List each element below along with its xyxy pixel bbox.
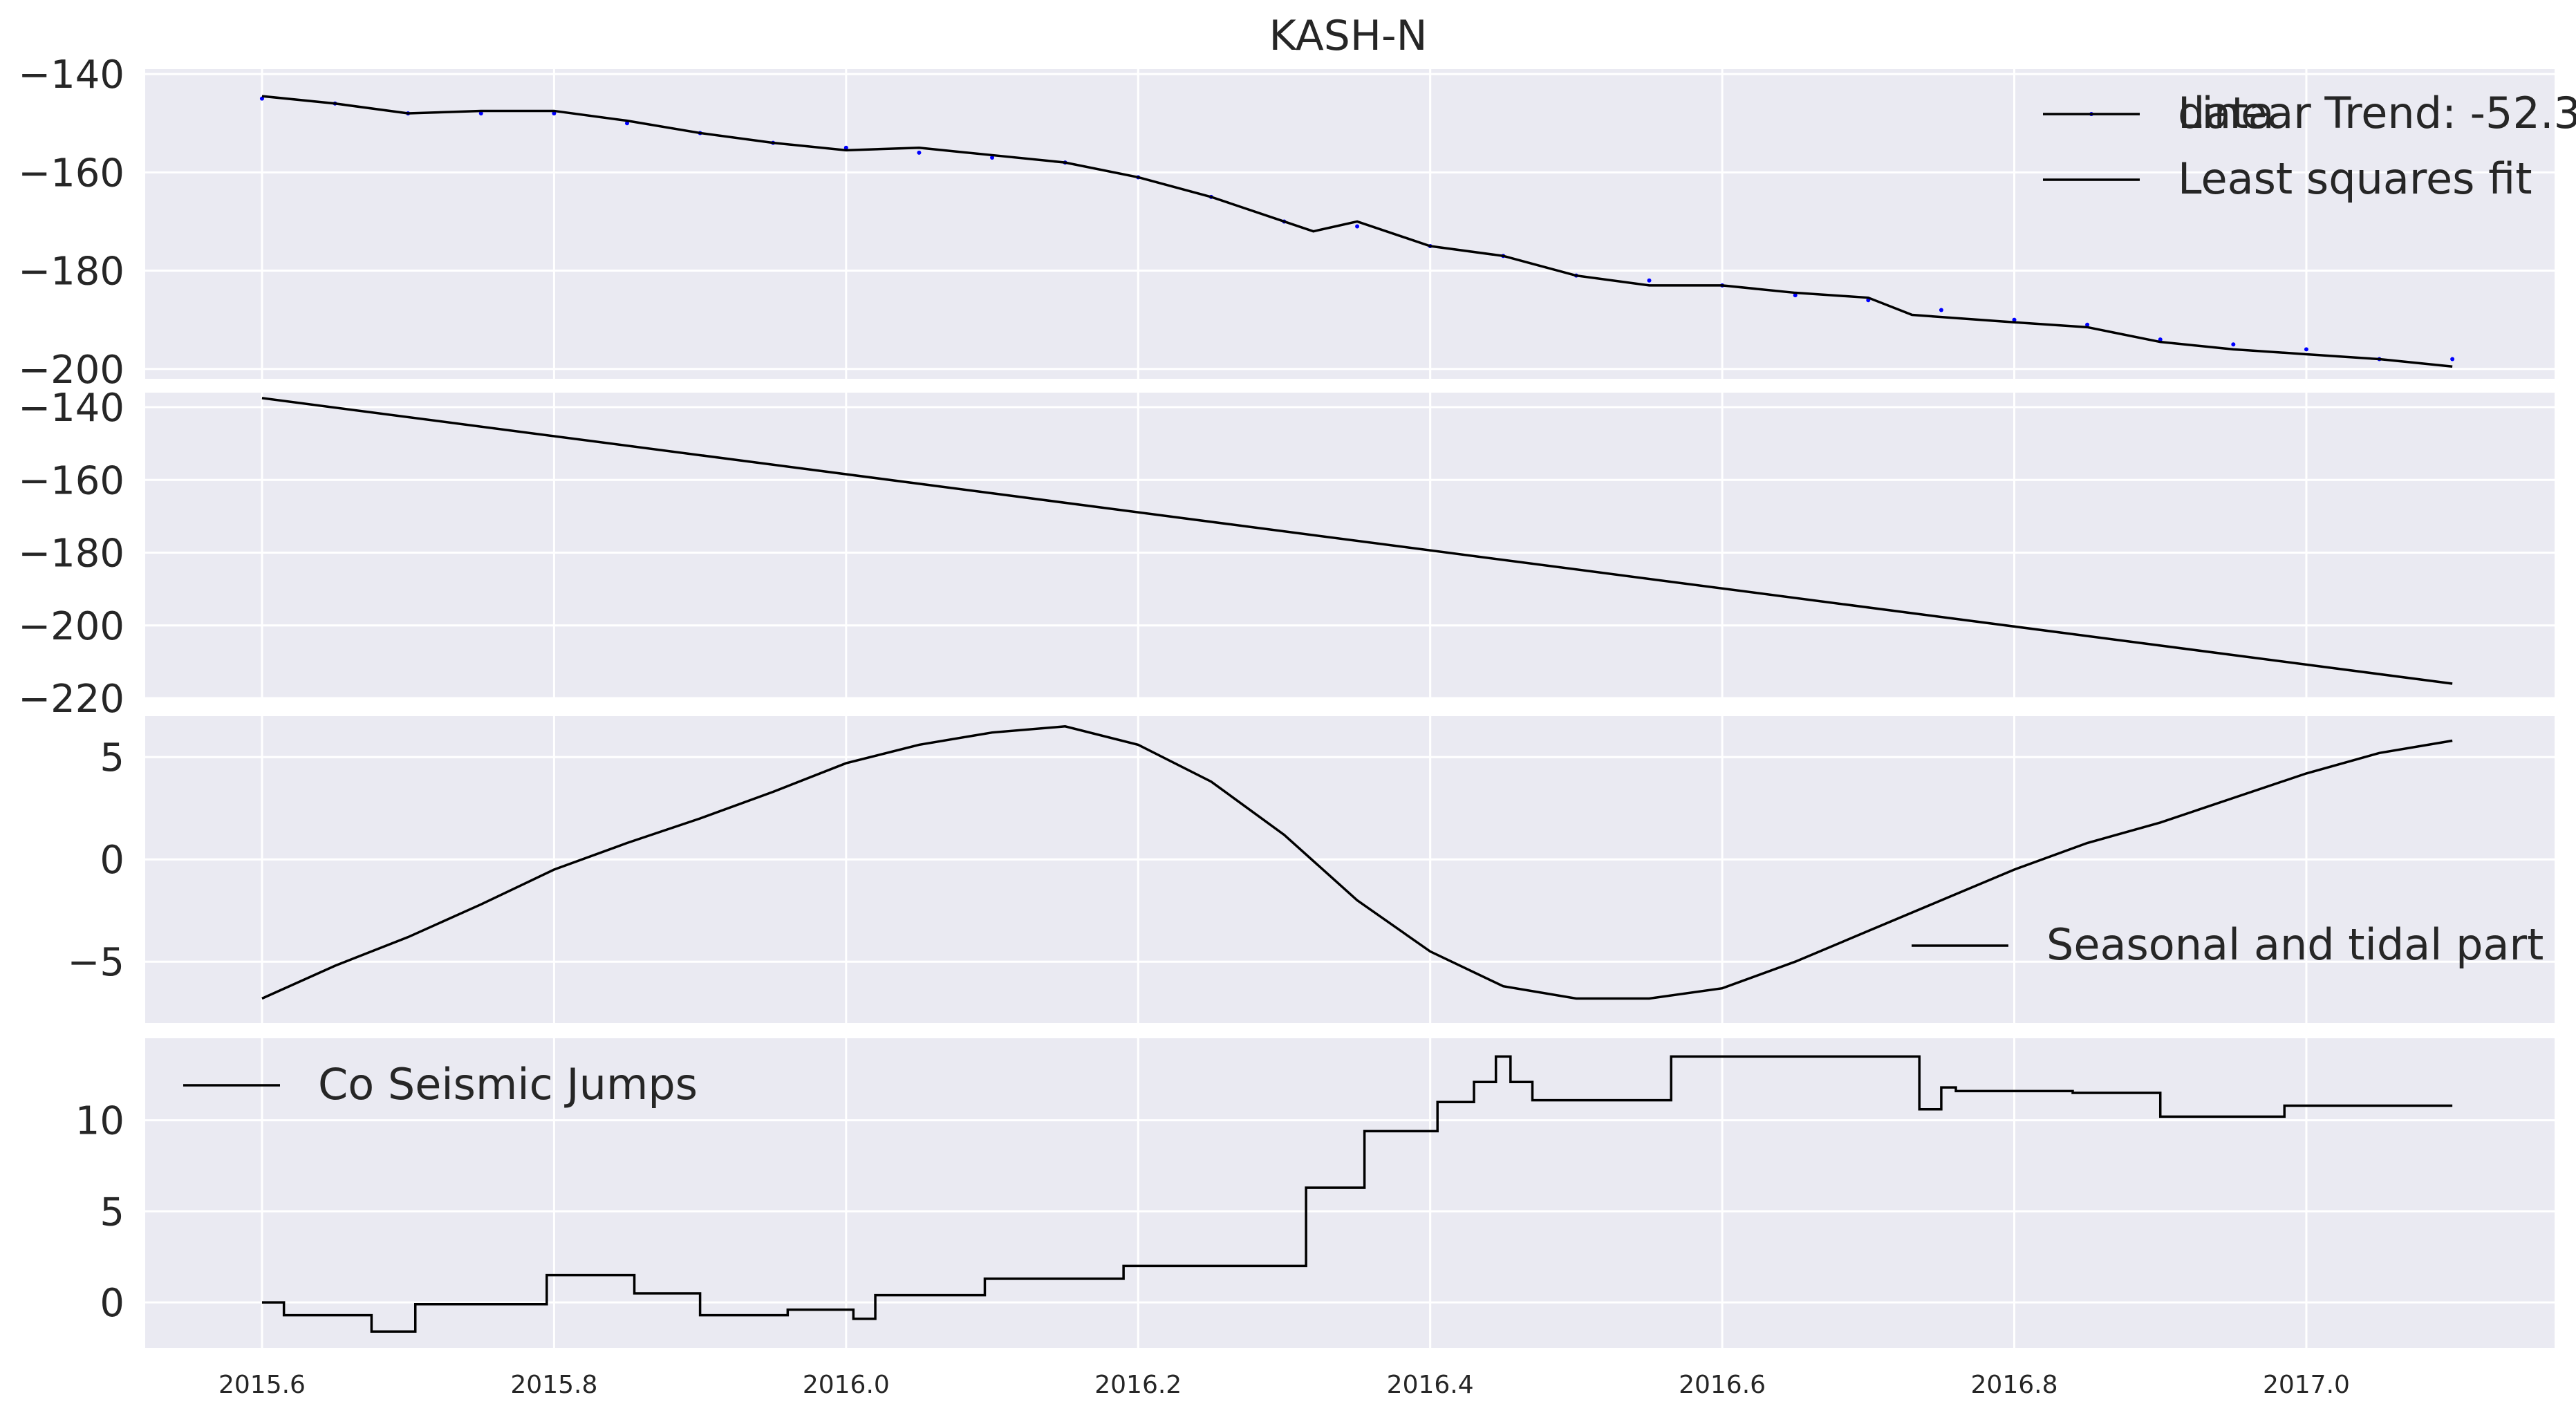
y-tick-label: −220: [18, 677, 124, 722]
data-point: [625, 121, 629, 126]
series-line-co-seismic-jumps: [261, 1055, 2453, 1333]
data-point: [2304, 347, 2308, 352]
x-tick-label: 2015.8: [510, 1371, 597, 1399]
data-point: [1793, 293, 1798, 298]
data-point: [478, 111, 483, 115]
panel-2: −140 −160 −180 −200 −220 Linear Trend: -52.3: [18, 88, 2576, 722]
y-tick-label: −5: [67, 940, 124, 985]
x-tick-label: 2015.6: [218, 1371, 306, 1399]
y-tick-label: 5: [100, 735, 124, 780]
y-tick-label: 0: [100, 1281, 124, 1326]
panel-4: 10 5 0 Co Seismic Jumps 2015.6 2015.8 2016.0 20…: [75, 1038, 2555, 1399]
y-tick-label: −200: [18, 604, 124, 649]
y-tick-label: −140: [18, 386, 124, 431]
y-tick-label: −180: [18, 532, 124, 577]
legend-4: Co Seismic Jumps: [183, 1059, 698, 1109]
data-point: [2012, 317, 2017, 322]
figure-title: KASH-N: [1269, 12, 1427, 60]
x-tick-label: 2016.8: [1971, 1371, 2058, 1399]
series-line-linear-trend-52-3: [261, 397, 2453, 685]
data-point: [1355, 224, 1360, 229]
legend-label: Linear Trend: -52.3: [2178, 88, 2576, 138]
series-line-least-squares-fit: [261, 95, 2453, 368]
plot-background-3: [145, 716, 2555, 1023]
data-point: [990, 156, 995, 160]
data-point: [917, 150, 922, 155]
legend-label: Co Seismic Jumps: [318, 1059, 698, 1109]
data-point: [552, 111, 557, 115]
x-tick-label: 2017.0: [2263, 1371, 2350, 1399]
plot-background-2: [145, 393, 2555, 698]
data-point: [1939, 308, 1943, 312]
series-line-seasonal-and-tidal-part: [261, 725, 2453, 1000]
legend-label: Seasonal and tidal part: [2046, 919, 2544, 970]
x-tick-label: 2016.0: [803, 1371, 890, 1399]
legend-label: Least squares fit: [2178, 153, 2532, 204]
data-point: [843, 145, 848, 150]
y-tick-label: 10: [75, 1099, 124, 1144]
data-point: [1647, 278, 1652, 283]
x-tick-label: 2016.4: [1387, 1371, 1474, 1399]
panel-1: −140 −160 −180 −200 data Least squares fit: [18, 53, 2555, 393]
data-point: [2450, 357, 2455, 362]
legend-3: Seasonal and tidal part: [1912, 919, 2544, 970]
y-tick-label: −140: [18, 53, 124, 97]
y-tick-label: −180: [18, 250, 124, 294]
legend-label: data: [2178, 88, 2275, 138]
legend-1: data Least squares fit: [2043, 88, 2532, 204]
data-point: [259, 96, 264, 101]
data-point: [2085, 322, 2090, 327]
data-point: [2231, 342, 2236, 347]
legend-2: Linear Trend: -52.3: [2043, 88, 2576, 138]
panel-3: 5 0 −5 Seasonal and tidal part: [67, 716, 2555, 1023]
y-tick-label: 5: [100, 1190, 124, 1235]
x-tick-label: 2016.2: [1094, 1371, 1182, 1399]
y-tick-label: −200: [18, 348, 124, 393]
y-tick-label: −160: [18, 151, 124, 196]
y-tick-label: −160: [18, 458, 124, 503]
x-tick-label: 2016.6: [1679, 1371, 1766, 1399]
y-tick-label: 0: [100, 838, 124, 883]
